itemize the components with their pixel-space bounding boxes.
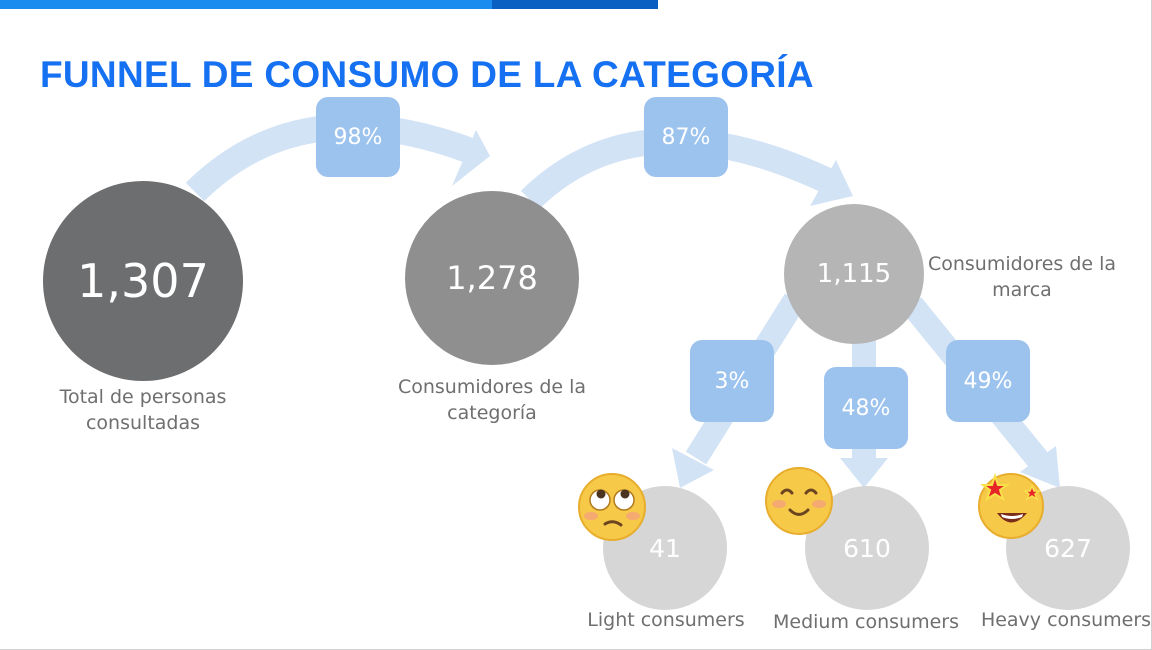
node-heavy-label: Heavy consumers xyxy=(980,609,1152,631)
arrow-head-4 xyxy=(840,458,888,488)
node-brand-label-line2: marca xyxy=(992,279,1052,301)
node-category-label-line1: Consumidores de la xyxy=(397,376,587,398)
arrow-head-2 xyxy=(810,160,853,206)
accent-bar-dark xyxy=(492,0,658,9)
node-total-label-line1: Total de personas xyxy=(59,386,227,408)
node-total-label: Total de personas consultadas xyxy=(40,384,246,436)
accent-bar xyxy=(0,0,492,9)
face-with-rolling-eyes-icon xyxy=(578,473,646,541)
node-brand-label: Consumidores de la marca xyxy=(922,251,1122,303)
badge-brand-to-light: 3% xyxy=(690,340,774,422)
node-light-value: 41 xyxy=(649,533,681,563)
arrow-head-1 xyxy=(452,130,490,186)
node-medium-value: 610 xyxy=(843,533,891,563)
node-brand-value: 1,115 xyxy=(816,259,892,289)
badge-brand-to-heavy: 49% xyxy=(946,340,1030,422)
arrow-head-3 xyxy=(672,448,714,488)
node-category-value: 1,278 xyxy=(446,259,538,297)
badge-category-to-brand: 87% xyxy=(644,97,728,177)
badge-brand-to-medium: 48% xyxy=(824,367,908,449)
arrow-head-5 xyxy=(1020,446,1060,488)
node-category-label-line2: categoría xyxy=(447,402,537,424)
node-medium-label: Medium consumers xyxy=(773,611,959,633)
badge-total-to-category: 98% xyxy=(316,97,400,177)
node-category-label: Consumidores de la categoría xyxy=(388,374,596,426)
slide-title: FUNNEL DE CONSUMO DE LA CATEGORÍA xyxy=(40,54,814,95)
node-heavy-value: 627 xyxy=(1044,533,1092,563)
node-brand-label-line1: Consumidores de la xyxy=(927,253,1117,275)
node-brand-circle: 1,115 xyxy=(784,204,924,344)
node-total-circle: 1,307 xyxy=(43,181,243,381)
node-light-label: Light consumers xyxy=(587,609,745,631)
arrow-total-to-category xyxy=(185,113,473,202)
node-category-circle: 1,278 xyxy=(405,191,579,365)
smiling-face-icon xyxy=(765,467,833,535)
node-total-label-line2: consultadas xyxy=(85,412,201,434)
node-total-value: 1,307 xyxy=(77,254,209,308)
star-struck-face-icon xyxy=(978,472,1044,539)
